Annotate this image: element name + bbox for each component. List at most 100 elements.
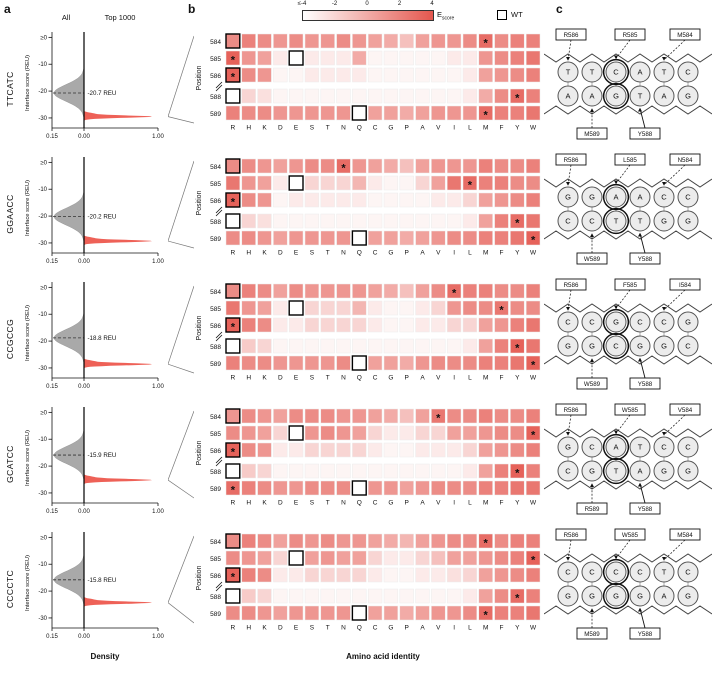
heatmap-cell bbox=[446, 283, 462, 299]
wt-cell bbox=[288, 300, 304, 316]
heatmap-cell bbox=[367, 463, 383, 479]
heatmap-cell bbox=[304, 425, 320, 441]
x-tick-label: 0.00 bbox=[78, 509, 90, 515]
heatmap-cell bbox=[462, 605, 478, 621]
heatmap-cell bbox=[320, 67, 335, 83]
amino-acid-letter: Q bbox=[357, 125, 362, 132]
residue-label: W585 bbox=[622, 407, 639, 414]
heatmap-cell bbox=[525, 50, 541, 66]
base-circle bbox=[557, 61, 579, 83]
heatmap-cell bbox=[446, 605, 462, 621]
heatmap-cell bbox=[288, 408, 304, 424]
heatmap-cell bbox=[446, 588, 462, 604]
base-letter: A bbox=[589, 92, 594, 101]
amino-acid-letter: G bbox=[388, 375, 393, 382]
heatmap-cell bbox=[241, 88, 256, 104]
design-star-marker: * bbox=[436, 413, 441, 425]
escore-heatmap: Position 584 * 585 * 586 * 588 * 589 * R H K D E S T N Q C G P… bbox=[196, 33, 541, 132]
base-letter: G bbox=[589, 592, 595, 601]
x-tick-label: 1.00 bbox=[152, 259, 164, 265]
amino-acid-letter: H bbox=[246, 250, 251, 257]
base-letter: G bbox=[613, 592, 619, 601]
position-tick-label: 585 bbox=[210, 181, 221, 188]
base-circle bbox=[677, 335, 699, 357]
heatmap-cell bbox=[415, 408, 430, 424]
zoom-connector-line bbox=[168, 240, 194, 249]
residue-label: I584 bbox=[679, 282, 692, 289]
y-tick-label: -30 bbox=[38, 241, 47, 247]
heatmap-cell bbox=[273, 88, 288, 104]
heatmap-cell bbox=[241, 355, 256, 371]
amino-acid-letter: Y bbox=[515, 625, 520, 632]
amino-acid-letter: R bbox=[231, 375, 236, 382]
heatmap-cell bbox=[399, 533, 414, 549]
heatmap-cell bbox=[431, 300, 446, 316]
panel-label-c: c bbox=[556, 2, 563, 16]
base-letter: C bbox=[661, 193, 667, 202]
heatmap-cell bbox=[352, 192, 367, 208]
heatmap-cell bbox=[367, 105, 383, 121]
heatmap-cell bbox=[462, 105, 478, 121]
heatmap-cell bbox=[367, 317, 383, 333]
dna-diagram: G C A T C C C G T A G G R586 W585 V584 R589 Y588 bbox=[544, 403, 712, 515]
base-letter: C bbox=[589, 318, 595, 327]
heatmap-cell bbox=[257, 550, 272, 566]
heatmap-cell bbox=[462, 50, 478, 66]
heatmap-cell bbox=[494, 192, 509, 208]
heatmap-cell bbox=[304, 158, 320, 174]
contact-arrow bbox=[663, 539, 686, 561]
base-letter: G bbox=[661, 217, 667, 226]
wt-cell bbox=[225, 567, 241, 583]
arrowhead bbox=[566, 182, 570, 186]
heatmap-cell bbox=[446, 425, 462, 441]
heatmap-cell bbox=[352, 425, 367, 441]
heatmap-cell bbox=[510, 88, 525, 104]
amino-acid-letter: G bbox=[388, 250, 393, 257]
heatmap-cell bbox=[336, 105, 351, 121]
heatmap-cell bbox=[352, 408, 367, 424]
amino-acid-letter: N bbox=[341, 250, 346, 257]
amino-acid-letter: E bbox=[294, 625, 299, 632]
heatmap-cell bbox=[399, 425, 414, 441]
heatmap-cell bbox=[320, 408, 335, 424]
residue-label: R589 bbox=[585, 506, 600, 513]
amino-acid-letter: Y bbox=[515, 250, 520, 257]
amino-acid-letter: E bbox=[294, 250, 299, 257]
heatmap-cell bbox=[510, 175, 525, 191]
escore-heatmap: Position 584 * 585 * 586 * 588 * 589 * R H K D E S T N Q C G P… bbox=[196, 408, 541, 507]
highlight-ring bbox=[602, 183, 630, 211]
heatmap-cell bbox=[431, 50, 446, 66]
residue-label: R586 bbox=[564, 532, 579, 539]
base-circle bbox=[653, 210, 675, 232]
heatmap-cell bbox=[288, 230, 304, 246]
heatmap-cell bbox=[288, 317, 304, 333]
sequence-label: GGAACC bbox=[5, 193, 15, 234]
heatmap-cell bbox=[257, 158, 272, 174]
arrowhead bbox=[614, 430, 618, 435]
heatmap-cell bbox=[510, 192, 525, 208]
amino-acid-letter: M bbox=[483, 625, 488, 632]
heatmap-cell bbox=[304, 230, 320, 246]
x-tick-label: 0.00 bbox=[78, 134, 90, 140]
heatmap-cell bbox=[352, 175, 367, 191]
heatmap-cell bbox=[352, 300, 367, 316]
heatmap-cell bbox=[525, 175, 541, 191]
heatmap-cell bbox=[336, 588, 351, 604]
amino-acid-letter: A bbox=[420, 125, 425, 132]
heatmap-cell bbox=[510, 567, 525, 583]
density-plot: -20.7 REU ≥0 -10 -20 -30 0.15 0.00 1.00 Interfac… bbox=[25, 32, 164, 140]
arrowhead bbox=[638, 107, 642, 112]
escore-label: Escore bbox=[437, 10, 455, 22]
design-star-marker: * bbox=[231, 72, 236, 84]
heatmap-cell bbox=[415, 300, 430, 316]
wt-cell bbox=[225, 533, 241, 549]
heatmap-cell bbox=[399, 67, 414, 83]
escore-heatmap: Position 584 * 585 * 586 * 588 * 589 * R H K D E S T N Q C G P… bbox=[196, 283, 541, 382]
heatmap-cell bbox=[383, 338, 399, 354]
heatmap-cell bbox=[478, 588, 493, 604]
heatmap-cell bbox=[273, 442, 288, 458]
heatmap-cell bbox=[383, 317, 399, 333]
colorbar-tick: 0 bbox=[365, 1, 369, 7]
heatmap-cell bbox=[494, 338, 509, 354]
heatmap-cell bbox=[383, 33, 399, 49]
